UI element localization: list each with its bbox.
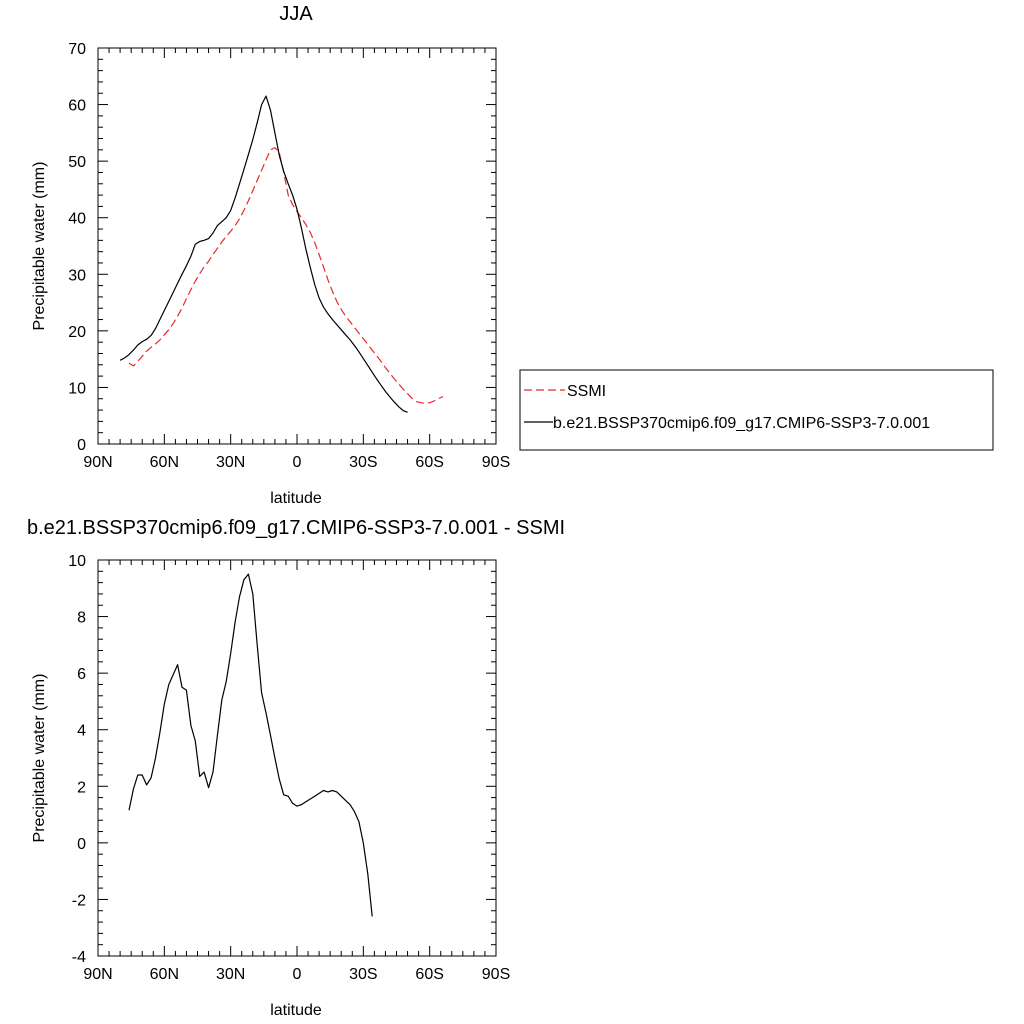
ticks-layer: 90N 60N 30N 0 30S 60S 90S -4 -2 0 2 4 6 8 10 bbox=[68, 553, 510, 983]
series-layer bbox=[128, 573, 373, 917]
y-tick-label: 4 bbox=[77, 723, 86, 740]
legend: SSMI b.e21.BSSP370cmip6.f09_g17.CMIP6-SS… bbox=[519, 369, 994, 451]
y-tick-label: 60 bbox=[68, 98, 86, 115]
y-tick-label: 70 bbox=[68, 41, 86, 58]
y-tick-label: 20 bbox=[68, 324, 86, 341]
x-tick-label: 90S bbox=[482, 454, 510, 471]
legend-label-model: b.e21.BSSP370cmip6.f09_g17.CMIP6-SSP3-7.… bbox=[553, 415, 930, 432]
series-layer bbox=[119, 95, 444, 413]
legend-label-ssmi: SSMI bbox=[567, 383, 606, 400]
y-axis-label: Precipitable water (mm) bbox=[31, 674, 48, 843]
y-tick-label: 0 bbox=[77, 836, 86, 853]
x-tick-label: 30N bbox=[216, 454, 245, 471]
y-tick-label: 30 bbox=[68, 267, 86, 284]
ticks-layer: 90N 60N 30N 0 30S 60S 90S 0 10 20 30 40 50 60 70 bbox=[68, 41, 510, 471]
x-tick-label: 60N bbox=[150, 454, 179, 471]
x-tick-label: 30S bbox=[349, 966, 377, 983]
y-tick-label: 0 bbox=[77, 437, 86, 454]
x-tick-label: 90N bbox=[83, 454, 112, 471]
x-tick-label: 0 bbox=[293, 454, 302, 471]
x-tick-label: 30S bbox=[349, 454, 377, 471]
x-tick-label: 60N bbox=[150, 966, 179, 983]
x-tick-label: 60S bbox=[415, 454, 443, 471]
chart-jja: JJA 90N 60N 30N 0 30S 60S 90S 0 10 20 30 40 50 60 70 l… bbox=[31, 3, 510, 507]
y-axis-label: Precipitable water (mm) bbox=[31, 162, 48, 331]
y-tick-label: 50 bbox=[68, 154, 86, 171]
series-line-difference bbox=[128, 573, 373, 917]
y-tick-label: 2 bbox=[77, 779, 86, 796]
y-tick-label: 10 bbox=[68, 553, 86, 570]
chart-difference: b.e21.BSSP370cmip6.f09_g17.CMIP6-SSP3-7.… bbox=[27, 517, 565, 1019]
y-tick-label: -4 bbox=[72, 949, 86, 966]
x-tick-label: 30N bbox=[216, 966, 245, 983]
chart-title: b.e21.BSSP370cmip6.f09_g17.CMIP6-SSP3-7.… bbox=[27, 517, 565, 539]
x-tick-label: 0 bbox=[293, 966, 302, 983]
x-tick-label: 90S bbox=[482, 966, 510, 983]
y-tick-label: 8 bbox=[77, 610, 86, 627]
legend-box bbox=[519, 369, 994, 451]
chart-title: JJA bbox=[279, 3, 313, 25]
plot-frame bbox=[97, 47, 497, 445]
x-tick-label: 60S bbox=[415, 966, 443, 983]
series-line-ssmi bbox=[128, 147, 444, 404]
y-tick-label: -2 bbox=[72, 892, 86, 909]
y-tick-label: 40 bbox=[68, 211, 86, 228]
series-line-model bbox=[119, 95, 408, 413]
x-tick-label: 90N bbox=[83, 966, 112, 983]
y-tick-label: 10 bbox=[68, 380, 86, 397]
y-tick-label: 6 bbox=[77, 666, 86, 683]
plot-frame bbox=[97, 559, 497, 957]
x-axis-label: latitude bbox=[270, 490, 322, 507]
x-axis-label: latitude bbox=[270, 1002, 322, 1019]
